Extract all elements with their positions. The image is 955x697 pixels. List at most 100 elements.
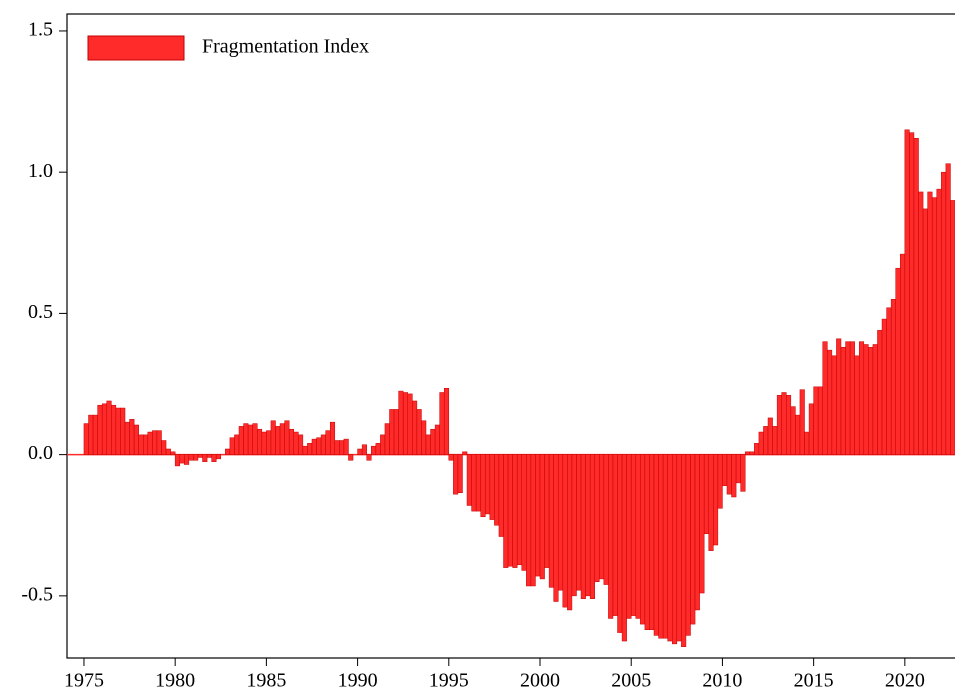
bar: [626, 454, 632, 619]
bar: [184, 454, 190, 465]
bar: [334, 440, 340, 455]
bar: [284, 420, 290, 455]
bar: [275, 426, 281, 455]
bar: [339, 440, 345, 455]
bar: [494, 454, 500, 526]
bar: [101, 403, 108, 455]
bar: [758, 431, 764, 455]
bar: [425, 434, 431, 455]
bar: [950, 200, 955, 455]
bar: [439, 392, 445, 455]
bar: [361, 444, 367, 455]
y-tick-label: -0.5: [21, 583, 53, 605]
bar: [576, 454, 582, 591]
bar: [161, 440, 167, 455]
bar: [229, 437, 235, 455]
bar: [234, 434, 240, 455]
bar: [608, 454, 614, 619]
bar: [343, 438, 349, 455]
bar: [111, 404, 117, 455]
bar: [293, 431, 299, 455]
bar: [97, 404, 103, 455]
bar: [735, 454, 741, 484]
bar: [507, 454, 513, 567]
bar: [480, 454, 486, 518]
bar: [457, 454, 463, 494]
bar: [516, 454, 523, 566]
bar: [927, 191, 933, 455]
bar: [804, 431, 810, 455]
bar: [749, 451, 755, 455]
bar: [713, 454, 719, 546]
bar: [872, 344, 878, 455]
bar: [941, 171, 947, 455]
bar: [877, 330, 883, 455]
bar: [854, 355, 860, 455]
bar: [530, 454, 536, 587]
bar: [744, 451, 751, 455]
bar: [699, 454, 705, 594]
bar: [115, 407, 121, 455]
bar: [416, 409, 422, 455]
bar: [630, 454, 637, 616]
bar: [489, 454, 495, 520]
bar: [685, 454, 691, 636]
bar: [681, 454, 687, 647]
bar: [120, 407, 126, 455]
bar: [772, 426, 778, 455]
bar: [881, 318, 887, 455]
bar: [257, 428, 263, 455]
bar: [421, 420, 427, 455]
bar: [407, 393, 413, 455]
bar: [503, 454, 509, 568]
bar: [822, 341, 828, 455]
bar: [553, 454, 559, 602]
bar: [849, 341, 855, 455]
bar: [548, 454, 554, 588]
bar: [316, 437, 322, 455]
bar: [676, 454, 682, 642]
bar: [831, 355, 837, 455]
x-tick-label: 2020: [885, 670, 925, 692]
bar: [307, 443, 313, 455]
bar: [868, 347, 874, 455]
bar: [799, 389, 805, 455]
bar: [931, 197, 938, 455]
bar: [922, 208, 928, 455]
bar: [193, 454, 199, 461]
y-tick-label: 1.0: [28, 160, 53, 182]
bar: [133, 424, 139, 455]
bar: [827, 349, 833, 455]
bar: [211, 454, 217, 462]
bar: [795, 414, 801, 455]
bar: [521, 454, 527, 571]
bar: [142, 434, 149, 455]
bar: [635, 454, 641, 619]
bar: [375, 443, 381, 455]
bar: [393, 409, 399, 455]
bar: [790, 406, 796, 455]
x-tick-label: 1990: [338, 670, 378, 692]
bar: [936, 188, 942, 455]
bar: [900, 253, 906, 455]
bar: [266, 430, 272, 455]
y-tick-label: 0.5: [28, 301, 53, 323]
bar: [215, 454, 222, 460]
bar: [886, 307, 892, 455]
bar: [174, 454, 180, 467]
bar: [672, 454, 678, 645]
bar: [430, 428, 436, 455]
x-tick-label: 2005: [611, 670, 651, 692]
bar: [170, 451, 176, 455]
bar: [138, 434, 144, 455]
bar: [781, 392, 787, 455]
bar: [776, 395, 782, 455]
bar: [763, 426, 769, 455]
bar: [156, 430, 162, 455]
bar: [325, 430, 331, 455]
bar: [836, 338, 842, 455]
bar: [621, 454, 627, 642]
bar: [717, 454, 723, 509]
bar: [895, 267, 901, 455]
bar: [594, 454, 600, 582]
